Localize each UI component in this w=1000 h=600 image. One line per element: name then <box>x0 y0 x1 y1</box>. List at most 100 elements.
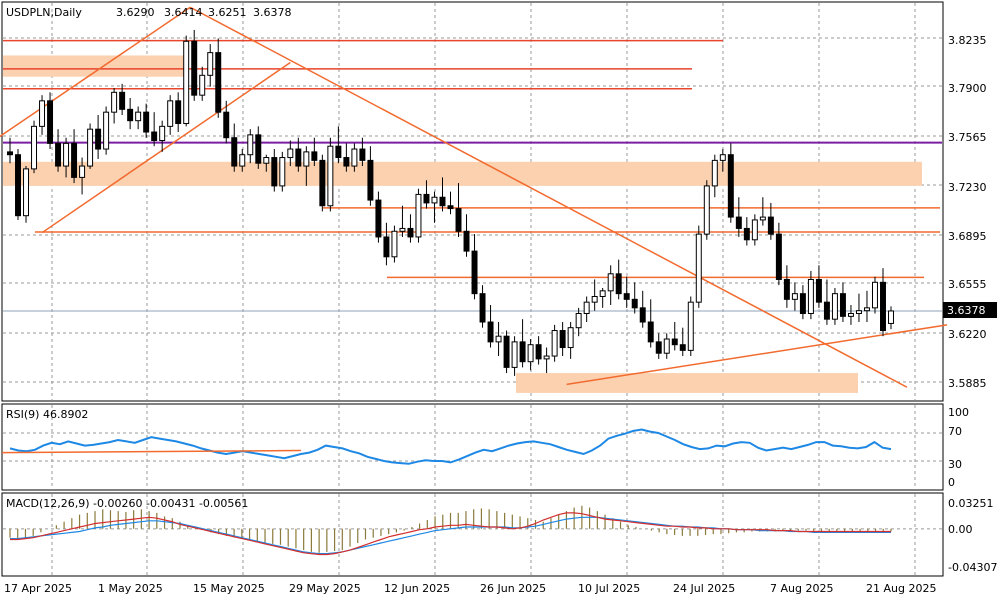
bearish-candle <box>367 159 374 201</box>
bullish-candle <box>135 111 142 122</box>
current-price-label: 3.6378 <box>947 304 986 317</box>
bullish-candle <box>543 355 550 360</box>
current-price-marker <box>943 302 997 318</box>
date-tick: 21 Aug 2025 <box>866 582 936 595</box>
price-pane <box>1 1 944 402</box>
bullish-candle <box>303 151 310 167</box>
rsi-tick: 70 <box>948 425 962 438</box>
bearish-candle <box>71 142 78 178</box>
bearish-candle <box>647 321 654 343</box>
price-tick: 3.6555 <box>948 278 987 291</box>
bearish-candle <box>743 227 750 241</box>
rsi-indicator <box>1 428 942 465</box>
bullish-candle <box>719 154 726 161</box>
bullish-candle <box>663 338 670 354</box>
bearish-candle <box>783 278 790 300</box>
open-value: 3.6290 <box>116 6 155 19</box>
bullish-candle <box>855 310 862 315</box>
price-tick: 3.8235 <box>948 34 987 47</box>
price-axis: 3.8235 3.7900 3.7565 3.7230 3.6895 3.655… <box>948 34 987 390</box>
bullish-candle <box>847 313 854 317</box>
bearish-candle <box>471 250 478 295</box>
close-value: 3.6378 <box>253 6 292 19</box>
candlesticks <box>7 29 894 376</box>
rsi-tick: 0 <box>948 476 955 489</box>
bearish-candle <box>191 40 198 96</box>
bearish-candle <box>487 321 494 343</box>
bearish-candle <box>503 335 510 368</box>
bullish-candle <box>711 159 718 187</box>
bearish-candle <box>383 236 390 258</box>
trendlines <box>0 6 948 388</box>
bearish-candle <box>735 216 742 229</box>
bearish-candle <box>311 151 318 161</box>
bullish-candle <box>111 91 118 113</box>
bullish-candle <box>791 293 798 300</box>
bullish-candle <box>751 219 758 241</box>
rsi-label: RSI(9) 46.8902 <box>6 408 88 421</box>
bullish-candle <box>495 335 502 343</box>
date-tick: 15 May 2025 <box>193 582 265 595</box>
bearish-candle <box>47 100 54 144</box>
bullish-candle <box>687 301 694 351</box>
price-zone <box>516 373 858 393</box>
bearish-candle <box>823 301 830 320</box>
bearish-candle <box>839 293 846 317</box>
date-tick: 29 May 2025 <box>289 582 361 595</box>
bearish-candle <box>127 108 134 122</box>
symbol-label: USDPLN,Daily <box>6 6 82 19</box>
bullish-candle <box>415 193 422 238</box>
bearish-candle <box>767 216 774 235</box>
bearish-candle <box>727 154 734 218</box>
bullish-candle <box>239 154 246 167</box>
macd-tick: 0.00 <box>948 523 973 536</box>
bearish-candle <box>423 193 430 204</box>
bullish-candle <box>199 74 206 96</box>
macd-indicator <box>3 505 942 556</box>
date-tick: 7 Aug 2025 <box>770 582 833 595</box>
date-tick: 24 Jul 2025 <box>673 582 735 595</box>
price-tick: 3.6220 <box>948 328 987 341</box>
bearish-candle <box>407 227 414 238</box>
bullish-candle <box>391 230 398 258</box>
bearish-candle <box>175 100 182 125</box>
bullish-candle <box>527 344 534 363</box>
bullish-candle <box>807 278 814 315</box>
price-tick: 3.7230 <box>948 181 987 194</box>
bearish-candle <box>455 208 462 232</box>
bullish-candle <box>831 293 838 320</box>
bearish-candle <box>623 293 630 300</box>
bearish-candle <box>343 157 350 167</box>
bearish-candle <box>519 341 526 363</box>
bearish-candle <box>655 341 662 354</box>
bearish-candle <box>95 128 102 150</box>
grid <box>3 3 942 575</box>
bearish-candle <box>639 307 646 323</box>
bullish-candle <box>327 145 334 207</box>
bearish-candle <box>815 278 822 303</box>
price-tick: 3.7900 <box>948 82 987 95</box>
bullish-candle <box>591 295 598 303</box>
bullish-candle <box>871 281 878 309</box>
bullish-candle <box>247 134 254 156</box>
bearish-candle <box>631 298 638 309</box>
bullish-candle <box>607 273 614 292</box>
price-tick: 3.5885 <box>948 377 987 390</box>
bearish-candle <box>775 233 782 280</box>
date-tick: 10 Jul 2025 <box>578 582 640 595</box>
bullish-candle <box>31 125 38 170</box>
bearish-candle <box>439 196 446 207</box>
bullish-candle <box>575 313 582 329</box>
rsi-tick: 100 <box>948 406 969 419</box>
bearish-candle <box>231 137 238 167</box>
bearish-candle <box>463 230 470 252</box>
bullish-candle <box>279 157 286 187</box>
rsi-pane <box>1 403 944 491</box>
bearish-candle <box>615 273 622 295</box>
bearish-candle <box>151 131 158 142</box>
trendline <box>0 6 191 138</box>
bearish-candle <box>799 293 806 315</box>
date-tick: 17 Apr 2025 <box>4 582 72 595</box>
rsi-axis: 100 70 30 0 <box>948 406 969 489</box>
